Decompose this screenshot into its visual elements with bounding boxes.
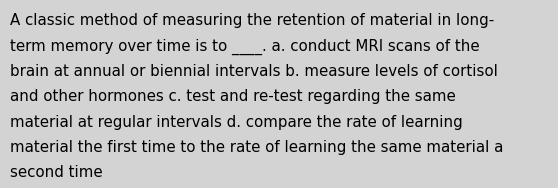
Text: term memory over time is to ____. a. conduct MRI scans of the: term memory over time is to ____. a. con… [10,39,480,55]
Text: A classic method of measuring the retention of material in long-: A classic method of measuring the retent… [10,13,494,28]
Text: material the first time to the rate of learning the same material a: material the first time to the rate of l… [10,140,503,155]
Text: brain at annual or biennial intervals b. measure levels of cortisol: brain at annual or biennial intervals b.… [10,64,498,79]
Text: second time: second time [10,165,103,180]
Text: material at regular intervals d. compare the rate of learning: material at regular intervals d. compare… [10,115,463,130]
Text: and other hormones c. test and re-test regarding the same: and other hormones c. test and re-test r… [10,89,456,104]
